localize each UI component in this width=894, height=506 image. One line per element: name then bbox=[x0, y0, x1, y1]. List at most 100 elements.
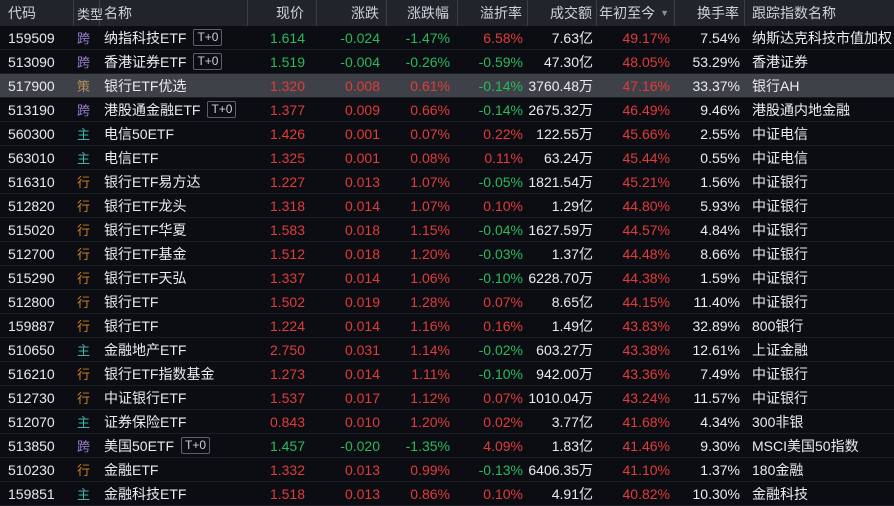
cell-type: 行 bbox=[74, 314, 100, 337]
table-row[interactable]: 510650 主金融地产ETF 2.750 0.031 1.14% -0.02% 603.2… bbox=[0, 338, 894, 362]
cell-ytd: 41.46% bbox=[622, 437, 670, 454]
table-row[interactable]: 513090 跨香港证券ETF T+0 1.519 -0.004 -0.26% -0.59%… bbox=[0, 50, 894, 74]
column-header-price[interactable]: 现价 bbox=[248, 0, 317, 26]
etf-name: 银行ETF bbox=[104, 293, 159, 310]
cell-turnover-rate: 9.30% bbox=[700, 437, 740, 454]
cell-change: 0.010 bbox=[344, 413, 380, 430]
cell-premium-rate: -0.14% bbox=[478, 77, 523, 94]
etf-name: 银行ETF优选 bbox=[104, 77, 187, 94]
column-header-turnover[interactable]: 成交额 bbox=[528, 0, 597, 26]
column-header-change[interactable]: 涨跌 bbox=[317, 0, 387, 26]
cell-premium-rate: 0.10% bbox=[483, 485, 523, 502]
cell-name: 美国50ETF T+0 bbox=[100, 434, 248, 457]
cell-change-pct: 0.08% bbox=[410, 149, 450, 166]
table-row[interactable]: 512070 主证券保险ETF 0.843 0.010 1.20% 0.02% 3.77亿 4… bbox=[0, 410, 894, 434]
cell-index-name: 中证银行 bbox=[752, 389, 808, 406]
cell-change-pct: 0.66% bbox=[410, 101, 450, 118]
column-header-name[interactable]: 名称 bbox=[100, 0, 248, 26]
cell-type: 行 bbox=[74, 386, 100, 409]
table-row[interactable]: 512800 行银行ETF 1.502 0.019 1.28% 0.07% 8.65亿 44.… bbox=[0, 290, 894, 314]
cell-ytd: 44.48% bbox=[622, 245, 670, 262]
cell-premium-rate: -0.59% bbox=[478, 53, 523, 70]
cell-ytd: 47.16% bbox=[622, 77, 670, 94]
cell-code: 512070 bbox=[8, 413, 55, 430]
table-row[interactable]: 516210 行银行ETF指数基金 1.273 0.014 1.11% -0.10% 942… bbox=[0, 362, 894, 386]
cell-name: 金融科技ETF bbox=[100, 482, 248, 505]
table-row[interactable]: 512730 行中证银行ETF 1.537 0.017 1.12% 0.07% 1010.0… bbox=[0, 386, 894, 410]
cell-ytd: 44.38% bbox=[622, 269, 670, 286]
type-badge: 行 bbox=[77, 223, 91, 238]
cell-turnover: 2675.32万 bbox=[528, 101, 593, 118]
column-header-code[interactable]: 代码 bbox=[0, 0, 74, 26]
cell-type: 行 bbox=[74, 242, 100, 265]
cell-turnover-rate: 1.56% bbox=[700, 173, 740, 190]
cell-code: 515020 bbox=[8, 221, 55, 238]
table-row[interactable]: 513190 跨港股通金融ETF T+0 1.377 0.009 0.66% -0.14% 2… bbox=[0, 98, 894, 122]
cell-code: 560300 bbox=[8, 125, 55, 142]
column-header-index_name[interactable]: 跟踪指数名称 bbox=[745, 0, 894, 26]
type-badge: 主 bbox=[77, 343, 91, 358]
cell-change-pct: 1.15% bbox=[410, 221, 450, 238]
table-row[interactable]: 513850 跨美国50ETF T+0 1.457 -0.020 -1.35% 4.09% 1… bbox=[0, 434, 894, 458]
etf-name: 银行ETF龙头 bbox=[104, 197, 187, 214]
cell-name: 纳指科技ETF T+0 bbox=[100, 26, 248, 49]
cell-index-name: 中证银行 bbox=[752, 365, 808, 382]
etf-name: 银行ETF华夏 bbox=[104, 221, 187, 238]
table-row[interactable]: 515290 行银行ETF天弘 1.337 0.014 1.06% -0.10% 6228.… bbox=[0, 266, 894, 290]
cell-turnover-rate: 0.55% bbox=[700, 149, 740, 166]
table-row[interactable]: 563010 主电信ETF 1.325 0.001 0.08% 0.11% 63.24万 45… bbox=[0, 146, 894, 170]
cell-type: 行 bbox=[74, 266, 100, 289]
table-row[interactable]: 516310 行银行ETF易方达 1.227 0.013 1.07% -0.05% 1821… bbox=[0, 170, 894, 194]
type-badge: 主 bbox=[77, 127, 91, 142]
table-row[interactable]: 517900 策银行ETF优选 1.320 0.008 0.61% -0.14% 3760.… bbox=[0, 74, 894, 98]
column-header-ytd[interactable]: 年初至今 ▼ bbox=[597, 0, 675, 26]
cell-change: -0.020 bbox=[340, 437, 380, 454]
table-row[interactable]: 159851 主金融科技ETF 1.518 0.013 0.86% 0.10% 4.91亿 4… bbox=[0, 482, 894, 506]
column-header-type[interactable]: 类型 bbox=[74, 0, 103, 26]
cell-change-pct: 1.14% bbox=[410, 341, 450, 358]
cell-change: 0.031 bbox=[344, 341, 380, 358]
cell-turnover: 4.91亿 bbox=[551, 485, 593, 502]
cell-change: 0.014 bbox=[344, 269, 380, 286]
cell-turnover: 1.37亿 bbox=[551, 245, 593, 262]
type-badge: 行 bbox=[77, 463, 91, 478]
cell-type: 行 bbox=[74, 218, 100, 241]
cell-ytd: 49.17% bbox=[622, 29, 670, 46]
table-row[interactable]: 159887 行银行ETF 1.224 0.014 1.16% 0.16% 1.49亿 43.… bbox=[0, 314, 894, 338]
etf-name: 中证银行ETF bbox=[104, 389, 187, 406]
column-header-label: 换手率 bbox=[697, 5, 739, 21]
table-row[interactable]: 515020 行银行ETF华夏 1.583 0.018 1.15% -0.04% 1627.… bbox=[0, 218, 894, 242]
column-header-label: 代码 bbox=[8, 5, 36, 21]
cell-name: 银行ETF天弘 bbox=[100, 266, 248, 289]
table-row[interactable]: 512820 行银行ETF龙头 1.318 0.014 1.07% 0.10% 1.29亿 4… bbox=[0, 194, 894, 218]
cell-change-pct: 1.12% bbox=[410, 389, 450, 406]
cell-name: 金融ETF bbox=[100, 458, 248, 481]
cell-type: 跨 bbox=[74, 50, 100, 73]
cell-price: 1.512 bbox=[269, 245, 305, 262]
cell-type: 策 bbox=[74, 74, 100, 97]
cell-code: 516210 bbox=[8, 365, 55, 382]
cell-price: 1.583 bbox=[269, 221, 305, 238]
cell-turnover: 3760.48万 bbox=[528, 77, 593, 94]
t0-badge: T+0 bbox=[193, 29, 223, 46]
type-badge: 行 bbox=[77, 295, 91, 310]
column-header-premium_rate[interactable]: 溢折率 bbox=[458, 0, 528, 26]
table-row[interactable]: 510230 行金融ETF 1.332 0.013 0.99% -0.13% 6406.35… bbox=[0, 458, 894, 482]
column-header-turnover_rate[interactable]: 换手率 bbox=[675, 0, 745, 26]
cell-turnover: 47.30亿 bbox=[543, 53, 593, 70]
cell-price: 1.614 bbox=[269, 29, 305, 46]
cell-price: 1.377 bbox=[269, 101, 305, 118]
cell-index-name: 金融科技 bbox=[752, 485, 808, 502]
table-row[interactable]: 560300 主电信50ETF 1.426 0.001 0.07% 0.22% 122.55… bbox=[0, 122, 894, 146]
table-row[interactable]: 512700 行银行ETF基金 1.512 0.018 1.20% -0.03% 1.37亿… bbox=[0, 242, 894, 266]
table-row[interactable]: 159509 跨纳指科技ETF T+0 1.614 -0.024 -1.47% 6.58% 7… bbox=[0, 26, 894, 50]
cell-turnover-rate: 11.40% bbox=[693, 293, 740, 310]
cell-ytd: 44.80% bbox=[622, 197, 670, 214]
cell-change-pct: 1.28% bbox=[410, 293, 450, 310]
column-header-label: 涨跌 bbox=[351, 5, 379, 21]
cell-premium-rate: 4.09% bbox=[483, 437, 523, 454]
column-header-change_pct[interactable]: 涨跌幅 bbox=[387, 0, 458, 26]
cell-turnover-rate: 1.37% bbox=[700, 461, 740, 478]
etf-name: 纳指科技ETF bbox=[104, 29, 187, 46]
